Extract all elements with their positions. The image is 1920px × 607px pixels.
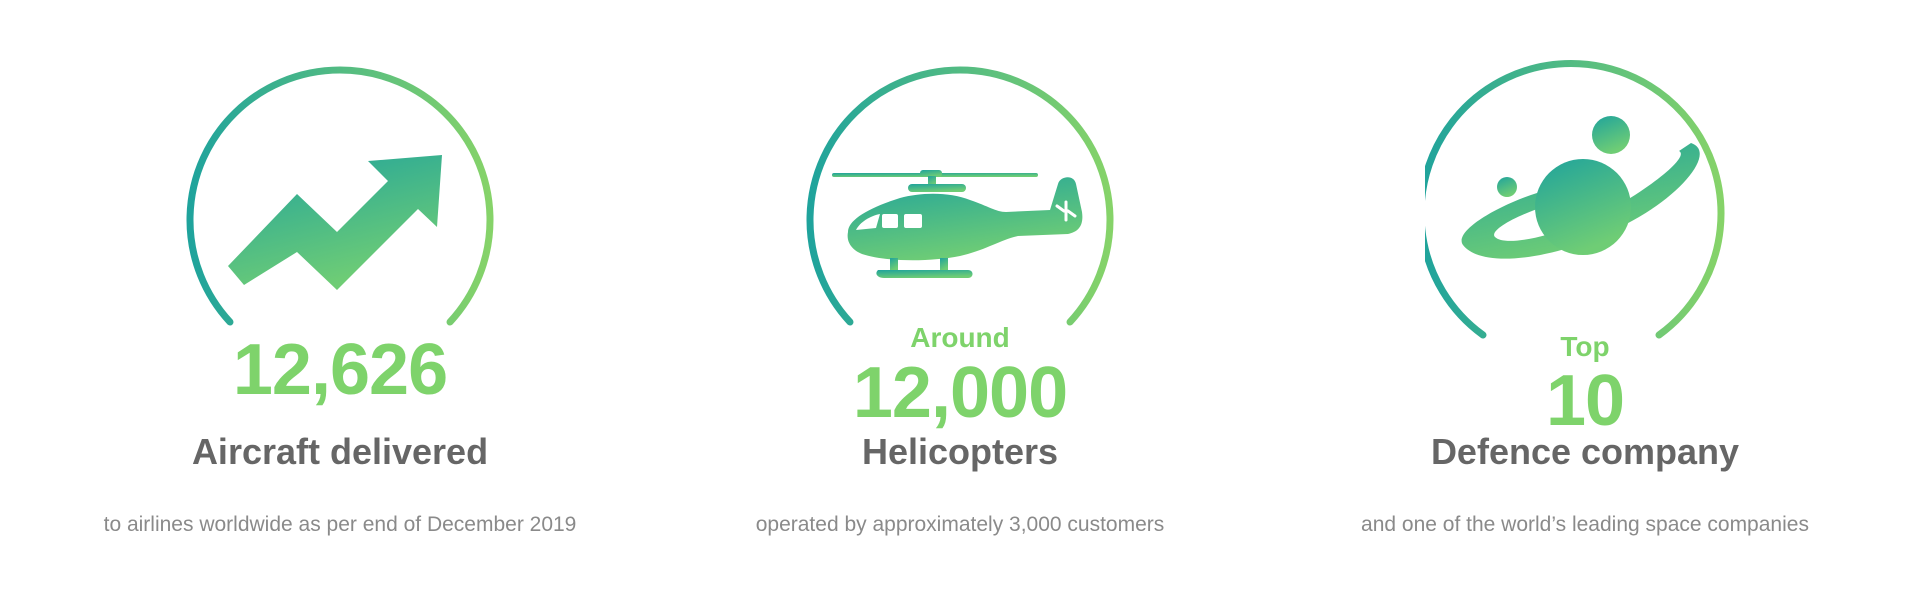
stat-kicker: Top — [1560, 331, 1610, 362]
trending-up-arrow-icon — [180, 60, 500, 340]
stat-headline: Defence company — [1430, 431, 1740, 472]
stat-aircraft: 12,626 Aircraft delivered to airlines wo… — [40, 0, 640, 607]
stat-caption: and one of the world’s leading space com… — [1361, 513, 1809, 536]
stat-figure: 12,626 — [232, 330, 448, 410]
stat-headline: Aircraft delivered — [191, 431, 489, 472]
stat-helicopters: Around 12,000 Helicopters operated by ap… — [660, 0, 1260, 607]
stat-defence: Top 10 Defence company and one of the wo… — [1285, 0, 1885, 607]
stat-caption: to airlines worldwide as per end of Dece… — [103, 513, 577, 536]
stat-figure: 10 — [1545, 361, 1625, 441]
stat-headline: Helicopters — [861, 431, 1059, 472]
stat-kicker: Around — [910, 322, 1010, 353]
helicopter-icon — [800, 60, 1120, 340]
stat-figure: 12,000 — [852, 353, 1068, 433]
planet-icon — [1425, 45, 1745, 345]
stat-caption: operated by approximately 3,000 customer… — [755, 513, 1165, 536]
